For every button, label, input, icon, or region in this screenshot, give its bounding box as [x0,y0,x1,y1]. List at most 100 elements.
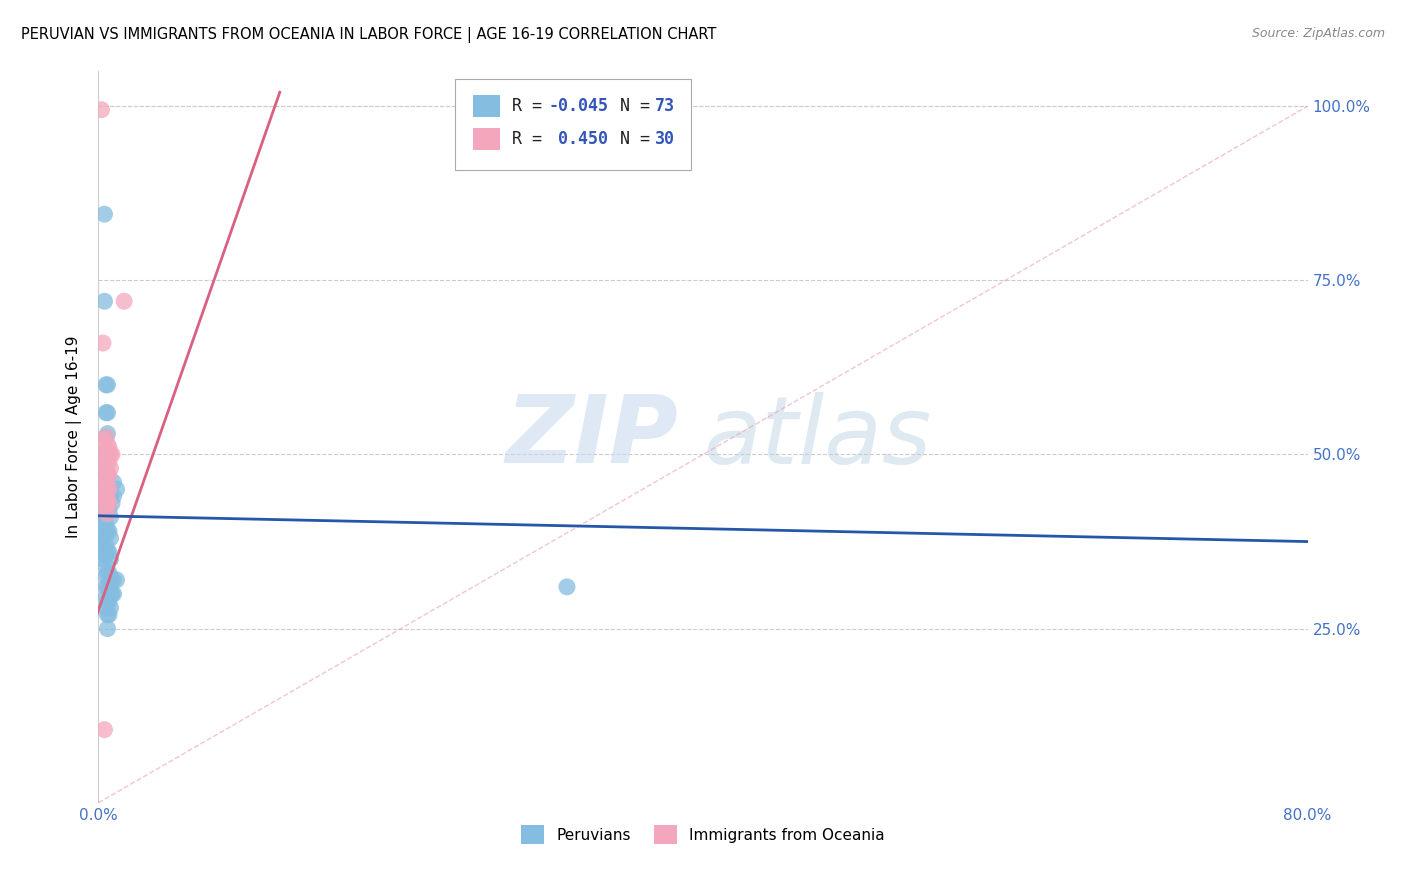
Text: N =: N = [600,129,661,148]
Point [96,594,118,608]
Point [91,552,114,566]
Point [96,448,118,462]
Point [96,524,118,538]
Point [98,496,121,510]
Point [98,441,121,455]
Point [94,377,117,392]
Point [98,607,121,622]
Point [98,545,121,559]
Point [91,531,114,545]
Point [101,448,124,462]
Point [101,587,124,601]
Point [100,510,122,524]
Point [98,503,121,517]
Point [96,489,118,503]
Point [98,566,121,580]
Point [93,207,115,221]
Point [90,503,112,517]
Point [94,472,117,486]
Point [90,492,112,507]
Point [96,450,118,465]
Point [96,507,118,521]
Point [98,483,121,497]
Point [96,622,118,636]
Point [94,475,117,490]
Point [90,510,112,524]
Point [94,517,117,532]
Point [96,492,118,507]
Text: 73: 73 [655,97,675,115]
Y-axis label: In Labor Force | Age 16-19: In Labor Force | Age 16-19 [66,335,83,539]
Point [93,434,115,448]
Point [100,573,122,587]
Point [94,600,117,615]
Point [94,465,117,479]
Point [94,430,117,444]
Point [112,294,135,309]
Text: R =: R = [512,97,553,115]
Point [100,552,122,566]
Point [100,531,122,545]
Point [90,103,112,117]
Point [96,468,118,483]
Text: 30: 30 [655,129,675,148]
Text: R =: R = [512,129,553,148]
Point [100,461,122,475]
Point [94,496,117,510]
Point [90,531,112,545]
Point [90,524,112,538]
Point [93,448,115,462]
Point [100,600,122,615]
Point [96,545,118,559]
Point [94,538,117,552]
Point [91,545,114,559]
Point [96,479,118,493]
Point [100,448,122,462]
Point [98,594,121,608]
Point [90,496,112,510]
Point [93,475,115,490]
Point [101,496,124,510]
Point [94,558,117,573]
Point [103,587,125,601]
Point [91,336,114,351]
Point [101,573,124,587]
Point [100,489,122,503]
Text: -0.045: -0.045 [548,97,609,115]
Point [91,489,114,503]
Point [94,569,117,583]
Point [98,468,121,483]
Point [96,406,118,420]
Point [94,444,117,458]
Point [94,458,117,472]
Point [94,580,117,594]
Text: PERUVIAN VS IMMIGRANTS FROM OCEANIA IN LABOR FORCE | AGE 16-19 CORRELATION CHART: PERUVIAN VS IMMIGRANTS FROM OCEANIA IN L… [21,27,717,43]
Point [96,465,118,479]
Point [94,485,117,500]
Point [94,549,117,563]
Point [94,496,117,510]
Point [103,573,125,587]
Point [98,454,121,468]
Point [98,524,121,538]
FancyBboxPatch shape [474,128,501,150]
Point [94,485,117,500]
Point [94,527,117,541]
Point [96,507,118,521]
Text: N =: N = [600,97,661,115]
Text: ZIP: ZIP [506,391,679,483]
Text: atlas: atlas [703,392,931,483]
Point [96,607,118,622]
Point [91,503,114,517]
Point [96,437,118,451]
Point [93,723,115,737]
Point [96,566,118,580]
Point [94,507,117,521]
Point [90,479,112,493]
Point [94,444,117,458]
Point [94,406,117,420]
Point [98,580,121,594]
Point [105,573,128,587]
Point [93,294,115,309]
Point [91,538,114,552]
